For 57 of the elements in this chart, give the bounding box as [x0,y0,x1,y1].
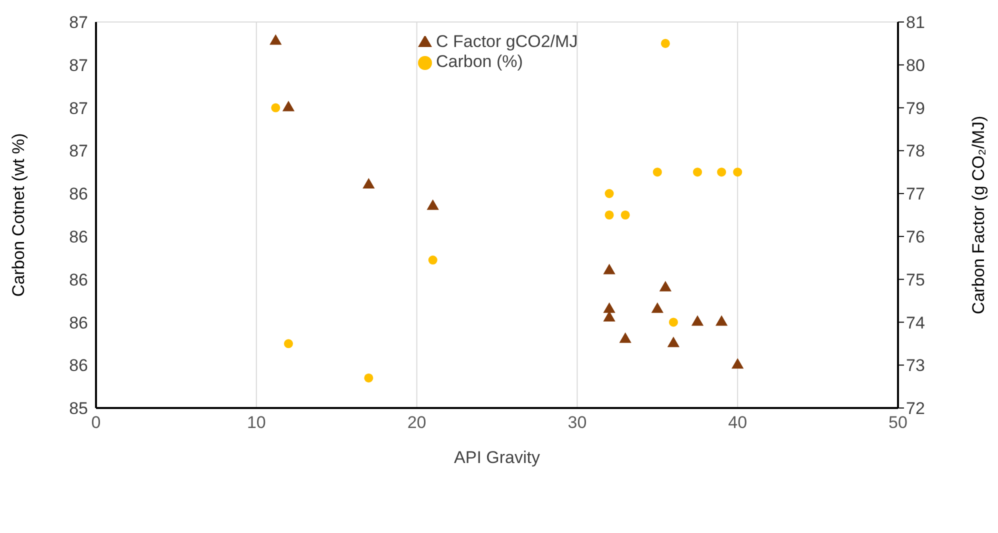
x-tick-label: 30 [568,413,587,432]
y2-axis-title: Carbon Factor (g CO₂/MJ) [969,116,988,314]
point [604,189,614,198]
point [651,302,664,313]
point [428,256,438,265]
y2-tick-label: 81 [906,13,925,32]
y2-tick-label: 80 [906,56,925,75]
point [668,318,678,327]
point [271,103,280,112]
point [732,358,744,369]
point [691,315,704,326]
point [652,168,662,177]
y2-tick-label: 76 [906,227,925,246]
point [604,210,614,220]
x-tick-label: 40 [728,413,748,432]
point [362,178,375,188]
y-tick-label: 85 [69,399,88,418]
point [692,168,702,177]
y2-tick-label: 79 [906,98,925,118]
point [603,264,616,274]
point [619,332,632,343]
point [284,339,293,348]
x-tick-label: 20 [407,413,426,432]
x-tick-label: 10 [246,413,266,432]
y-tick-label: 87 [69,13,88,32]
point [282,100,295,112]
point [659,280,672,292]
point [660,38,670,48]
legend-label: Carbon (%) [436,52,523,71]
y-tick-label: 86 [69,184,88,204]
y2-tick-label: 77 [906,184,925,204]
y-tick-label: 86 [69,313,88,332]
x-tick-label: 0 [91,413,101,432]
y2-tick-label: 73 [906,356,925,376]
y-tick-label: 86 [69,227,88,246]
y2-tick-label: 74 [906,313,925,332]
x-axis-title: API Gravity [454,448,540,467]
y-tick-label: 87 [69,142,88,161]
point [667,336,680,348]
y-tick-label: 86 [69,356,88,376]
y2-tick-label: 75 [906,270,925,290]
legend-label: C Factor gCO2/MJ [436,32,578,51]
point [717,168,726,177]
y-tick-label: 87 [69,56,88,75]
y-axis-title: Carbon Cotnet (wt %) [9,133,28,297]
y2-tick-label: 72 [906,399,925,418]
y-tick-label: 87 [69,98,88,118]
point [270,34,282,45]
point [364,373,374,382]
point [620,210,630,220]
point [603,302,616,313]
y2-tick-label: 78 [906,142,925,161]
x-tick-label: 50 [888,413,908,432]
y-tick-label: 86 [69,270,88,290]
point [733,168,742,177]
point [715,315,728,326]
point [426,199,439,210]
